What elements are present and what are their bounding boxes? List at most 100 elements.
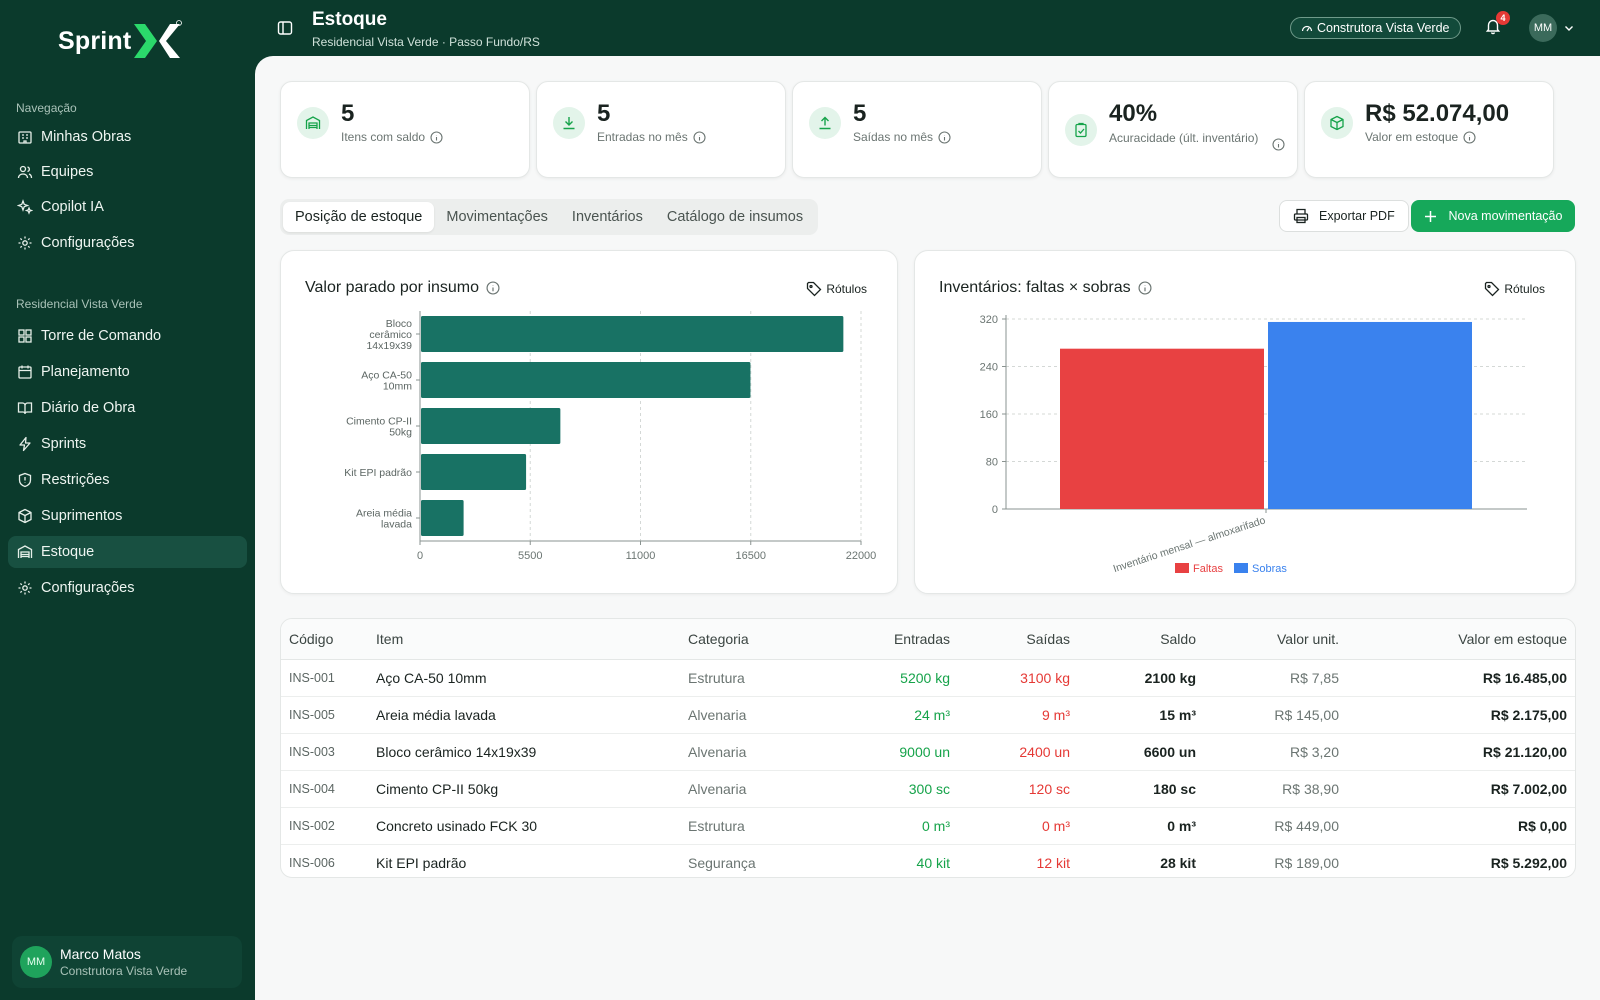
kpi-label: Entradas no mês (597, 130, 706, 144)
sidebar-item-planejamento[interactable]: Planejamento (8, 356, 247, 388)
x-tick-label: 16500 (735, 550, 766, 562)
col-valor-unit[interactable]: Valor unit. (1196, 619, 1339, 660)
legend-swatch-faltas (1175, 563, 1189, 573)
sidebar-item-restricoes[interactable]: Restrições (8, 464, 247, 496)
table-row[interactable]: INS-005 Areia média lavada Alvenaria 24 m³ 9… (281, 696, 1575, 734)
cell-entradas: 24 m³ (828, 696, 950, 734)
kpi-acuracidade: 40% Acuracidade (últ. inventário) (1048, 81, 1298, 178)
kpi-label-text: Saídas no mês (853, 130, 934, 144)
info-icon[interactable] (486, 281, 500, 295)
info-icon[interactable] (938, 130, 951, 144)
info-icon[interactable] (1463, 130, 1476, 144)
cell-saidas: 3100 kg (950, 659, 1070, 697)
cell-codigo: INS-001 (281, 659, 376, 697)
labels-toggle[interactable]: Rótulos (1484, 281, 1545, 297)
cell-codigo: INS-004 (281, 770, 376, 808)
y-tick-label: 0 (992, 504, 998, 516)
main-content: 5 Itens com saldo 5 Entradas no mês 5 Sa… (255, 56, 1600, 1000)
col-entradas[interactable]: Entradas (828, 619, 950, 660)
tab-posicao-de-estoque[interactable]: Posição de estoque (283, 202, 435, 232)
kpi-value: 5 (341, 100, 355, 127)
kpi-label-text: Entradas no mês (597, 130, 688, 144)
col-codigo[interactable]: Código (281, 619, 376, 660)
grid-icon (18, 329, 32, 343)
nav-section-title: Navegação (16, 101, 77, 115)
shield-icon (18, 472, 32, 488)
sidebar-item-equipes[interactable]: Equipes (8, 156, 247, 188)
table-row[interactable]: INS-001 Aço CA-50 10mm Estrutura 5200 kg 310… (281, 659, 1575, 697)
info-icon[interactable] (430, 130, 443, 144)
table-row[interactable]: INS-004 Cimento CP-II 50kg Alvenaria 300 sc… (281, 770, 1575, 808)
cell-categoria: Segurança (688, 854, 756, 871)
cell-saidas: 2400 un (950, 733, 1070, 771)
sidebar-item-suprimentos[interactable]: Suprimentos (8, 500, 247, 532)
table-row[interactable]: INS-002 Concreto usinado FCK 30 Estrutura 0… (281, 807, 1575, 845)
cell-saldo: 28 kit (1160, 854, 1196, 871)
col-saldo[interactable]: Saldo (1070, 619, 1196, 660)
y-tick-label: Areia média (356, 508, 412, 520)
sidebar-item-minhas-obras[interactable]: Minhas Obras (8, 121, 247, 153)
cell-entradas: 5200 kg (828, 659, 950, 697)
sparkles-icon (17, 199, 33, 215)
info-icon[interactable] (1272, 138, 1285, 151)
sidebar-toggle-icon[interactable] (277, 20, 293, 36)
cell-valor-em-estoque: R$ 0,00 (1339, 807, 1575, 845)
info-icon[interactable] (693, 130, 706, 144)
kpi-itens-com-saldo: 5 Itens com saldo (280, 81, 530, 178)
tab-catalogo-de-insumos[interactable]: Catálogo de insumos (666, 209, 804, 225)
col-saidas[interactable]: Saídas (950, 619, 1070, 660)
org-name: Construtora Vista Verde (1317, 21, 1450, 35)
sidebar-item-estoque[interactable]: Estoque (8, 536, 247, 568)
cell-saidas: 9 m³ (950, 696, 1070, 734)
kpi-label-text: Acuracidade (últ. inventário) (1109, 131, 1259, 145)
sidebar-item-copilot[interactable]: Copilot IA (8, 191, 247, 223)
brand-logo[interactable]: Sprint (58, 20, 183, 62)
cell-valor-unit: R$ 145,00 (1196, 696, 1339, 734)
avatar[interactable]: MM (1529, 14, 1557, 42)
x-tick-label: 11000 (626, 550, 656, 562)
info-icon[interactable] (1138, 281, 1152, 295)
tab-inventarios[interactable]: Inventários (571, 209, 643, 225)
printer-icon (1293, 208, 1309, 224)
new-movement-label: Nova movimentação (1448, 209, 1563, 223)
new-movement-button[interactable]: Nova movimentação (1411, 200, 1575, 232)
legend-swatch-sobras (1234, 563, 1248, 573)
export-pdf-button[interactable]: Exportar PDF (1279, 200, 1409, 232)
col-item[interactable]: Item (376, 619, 688, 660)
cell-item: Concreto usinado FCK 30 (376, 807, 688, 845)
col-valor-em-estoque[interactable]: Valor em estoque (1339, 619, 1575, 660)
cell-entradas: 300 sc (828, 770, 950, 808)
sidebar-item-configuracoes-obra[interactable]: Configurações (8, 572, 247, 604)
sidebar-item-torre-de-comando[interactable]: Torre de Comando (8, 320, 247, 352)
org-switcher[interactable]: Construtora Vista Verde (1290, 17, 1462, 39)
chevron-down-icon[interactable] (1563, 22, 1575, 34)
table-row[interactable]: INS-006 Kit EPI padrão Segurança 40 kit 12 k… (281, 844, 1575, 877)
bar-2 (421, 362, 751, 398)
sidebar-item-configuracoes[interactable]: Configurações (8, 227, 247, 259)
table-row[interactable]: INS-003 Bloco cerâmico 14x19x39 Alvenaria 9… (281, 733, 1575, 771)
sidebar-item-diario-de-obra[interactable]: Diário de Obra (8, 392, 247, 424)
cell-codigo: INS-002 (281, 807, 376, 845)
kpi-value: R$ 52.074,00 (1365, 100, 1510, 127)
bar-faltas (1060, 348, 1264, 509)
page-title: Estoque (312, 9, 387, 30)
bell-icon[interactable] (1484, 17, 1502, 35)
cell-valor-unit: R$ 38,90 (1196, 770, 1339, 808)
labels-toggle[interactable]: Rótulos (806, 281, 867, 297)
sidebar-item-label: Configurações (41, 580, 135, 596)
cell-codigo: INS-005 (281, 696, 376, 734)
cell-valor-em-estoque: R$ 16.485,00 (1339, 659, 1575, 697)
col-categoria[interactable]: Categoria (688, 619, 828, 660)
sidebar-item-sprints[interactable]: Sprints (8, 428, 247, 460)
cell-categoria: Estrutura (688, 807, 828, 845)
cell-item: Bloco cerâmico 14x19x39 (376, 733, 688, 771)
kpi-entradas-no-mes: 5 Entradas no mês (536, 81, 786, 178)
kpi-label-text: Valor em estoque (1365, 130, 1459, 144)
cell-entradas: 0 m³ (828, 807, 950, 845)
sidebar-item-label: Equipes (41, 164, 94, 180)
tab-movimentacoes[interactable]: Movimentações (446, 209, 548, 225)
y-tick-label: 50kg (389, 427, 412, 439)
cell-item: Aço CA-50 10mm (376, 659, 688, 697)
user-card[interactable]: MM Marco Matos Construtora Vista Verde (12, 936, 242, 988)
